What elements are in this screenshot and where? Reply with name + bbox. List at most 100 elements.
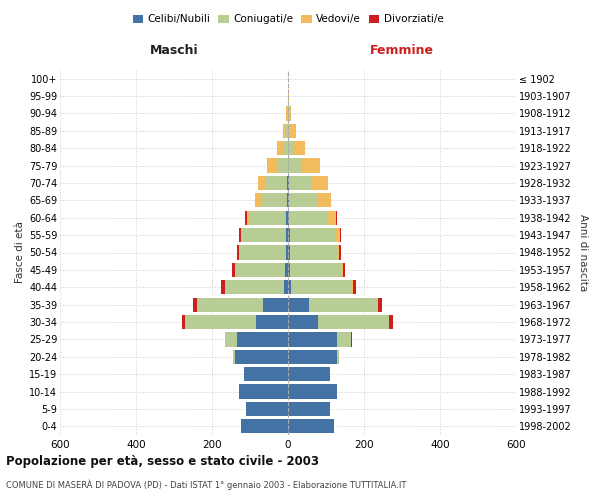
Bar <box>377 298 382 312</box>
Legend: Celibi/Nubili, Coniugati/e, Vedovi/e, Divorziati/e: Celibi/Nubili, Coniugati/e, Vedovi/e, Di… <box>130 12 446 28</box>
Bar <box>352 280 353 294</box>
Bar <box>289 210 327 225</box>
Bar <box>288 246 290 260</box>
Bar <box>239 228 241 242</box>
Bar <box>267 158 277 172</box>
Bar <box>389 315 392 329</box>
Bar <box>235 350 288 364</box>
Bar <box>285 263 288 277</box>
Bar <box>239 246 240 260</box>
Bar <box>327 210 335 225</box>
Bar <box>244 367 288 382</box>
Bar <box>288 315 319 329</box>
Bar <box>288 263 290 277</box>
Bar <box>288 332 337 346</box>
Bar <box>288 298 309 312</box>
Bar <box>288 384 337 398</box>
Bar <box>290 228 335 242</box>
Bar <box>240 246 286 260</box>
Bar <box>294 141 305 156</box>
Bar <box>232 263 235 277</box>
Bar <box>288 210 289 225</box>
Bar <box>250 210 286 225</box>
Bar <box>290 246 337 260</box>
Bar <box>247 210 250 225</box>
Bar <box>241 228 242 242</box>
Bar <box>263 298 288 312</box>
Bar <box>224 332 226 346</box>
Bar <box>233 350 235 364</box>
Bar <box>287 193 288 208</box>
Bar <box>343 263 346 277</box>
Bar <box>288 419 334 434</box>
Bar <box>288 124 290 138</box>
Bar <box>283 141 288 156</box>
Bar <box>288 193 289 208</box>
Bar <box>341 263 343 277</box>
Bar <box>182 315 185 329</box>
Bar <box>197 298 263 312</box>
Bar <box>235 263 236 277</box>
Bar <box>353 280 356 294</box>
Bar <box>239 384 288 398</box>
Y-axis label: Fasce di età: Fasce di età <box>14 222 25 284</box>
Bar <box>337 332 350 346</box>
Bar <box>301 158 320 172</box>
Bar <box>193 298 197 312</box>
Bar <box>245 210 247 225</box>
Bar <box>242 228 286 242</box>
Bar <box>289 193 317 208</box>
Bar <box>290 263 341 277</box>
Text: Femmine: Femmine <box>370 44 434 58</box>
Bar <box>236 263 285 277</box>
Bar <box>288 141 294 156</box>
Bar <box>290 124 296 138</box>
Bar <box>309 298 377 312</box>
Bar <box>277 141 283 156</box>
Bar <box>288 89 289 103</box>
Y-axis label: Anni di nascita: Anni di nascita <box>578 214 589 291</box>
Bar <box>266 176 287 190</box>
Bar <box>286 124 288 138</box>
Bar <box>311 176 328 190</box>
Bar <box>256 315 288 329</box>
Bar <box>226 280 284 294</box>
Bar <box>340 228 341 242</box>
Bar <box>286 228 288 242</box>
Bar <box>350 332 352 346</box>
Bar <box>287 176 288 190</box>
Bar <box>283 124 286 138</box>
Bar <box>288 176 289 190</box>
Bar <box>291 280 352 294</box>
Bar <box>337 246 340 260</box>
Bar <box>284 280 288 294</box>
Bar <box>340 246 341 260</box>
Bar <box>317 193 331 208</box>
Bar <box>261 193 287 208</box>
Bar <box>337 350 340 364</box>
Bar <box>241 419 288 434</box>
Bar <box>254 193 256 208</box>
Bar <box>289 106 290 120</box>
Bar <box>226 332 236 346</box>
Bar <box>289 176 311 190</box>
Bar <box>286 246 288 260</box>
Bar <box>287 106 288 120</box>
Bar <box>288 280 291 294</box>
Bar <box>277 158 288 172</box>
Bar <box>286 210 288 225</box>
Bar <box>288 402 330 416</box>
Text: Popolazione per età, sesso e stato civile - 2003: Popolazione per età, sesso e stato civil… <box>6 455 319 468</box>
Bar <box>288 367 330 382</box>
Bar <box>288 350 337 364</box>
Bar <box>288 228 290 242</box>
Bar <box>236 332 288 346</box>
Bar <box>335 228 340 242</box>
Bar <box>221 280 225 294</box>
Bar <box>288 106 289 120</box>
Bar <box>335 210 337 225</box>
Bar <box>256 193 261 208</box>
Bar <box>288 158 301 172</box>
Bar <box>185 315 256 329</box>
Text: COMUNE DI MASERÀ DI PADOVA (PD) - Dati ISTAT 1° gennaio 2003 - Elaborazione TUTT: COMUNE DI MASERÀ DI PADOVA (PD) - Dati I… <box>6 480 406 490</box>
